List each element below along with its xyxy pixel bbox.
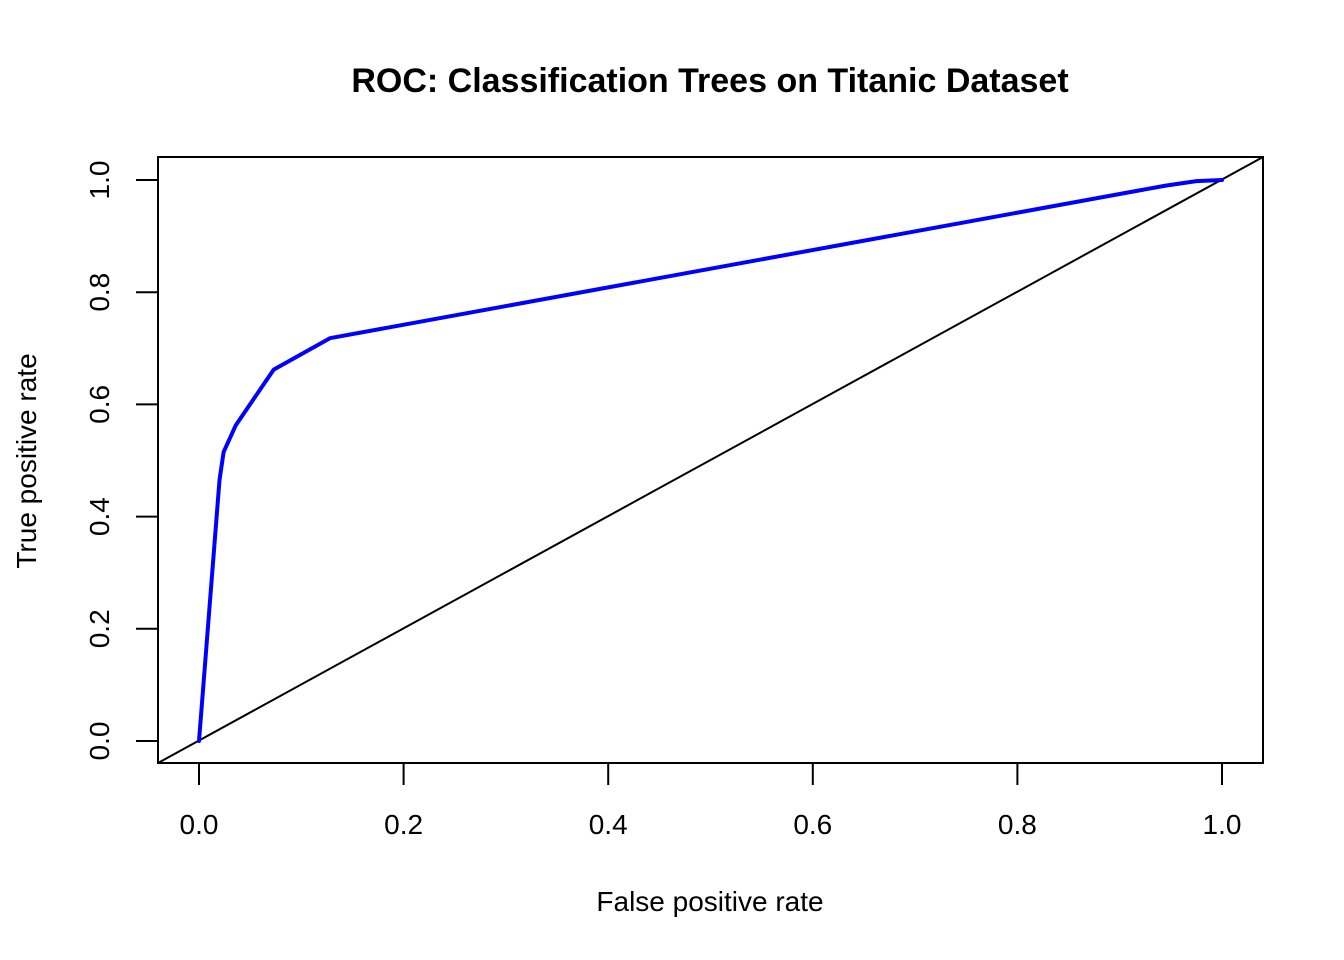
x-tick-label: 0.8	[998, 809, 1037, 840]
y-tick-label: 0.8	[84, 273, 115, 312]
y-tick-label: 0.2	[84, 609, 115, 648]
x-tick-label: 1.0	[1203, 809, 1242, 840]
y-axis-label: True positive rate	[11, 353, 42, 568]
series-layer	[157, 156, 1264, 764]
diagonal-reference-line	[157, 156, 1264, 764]
y-tick-label: 0.0	[84, 722, 115, 761]
x-axis: 0.0 0.2 0.4 0.6 0.8 1.0	[180, 763, 1242, 840]
y-tick-label: 0.4	[84, 497, 115, 536]
y-tick-label: 0.6	[84, 385, 115, 424]
x-tick-label: 0.0	[180, 809, 219, 840]
chart-title: ROC: Classification Trees on Titanic Dat…	[351, 62, 1068, 100]
x-tick-label: 0.6	[793, 809, 832, 840]
x-tick-label: 0.2	[384, 809, 423, 840]
y-axis: 0.0 0.2 0.4 0.6 0.8 1.0	[84, 161, 158, 761]
x-axis-label: False positive rate	[596, 886, 823, 917]
x-tick-label: 0.4	[589, 809, 628, 840]
roc-curve-line	[197, 178, 1224, 743]
plot-frame	[157, 156, 1264, 764]
y-tick-label: 1.0	[84, 161, 115, 200]
